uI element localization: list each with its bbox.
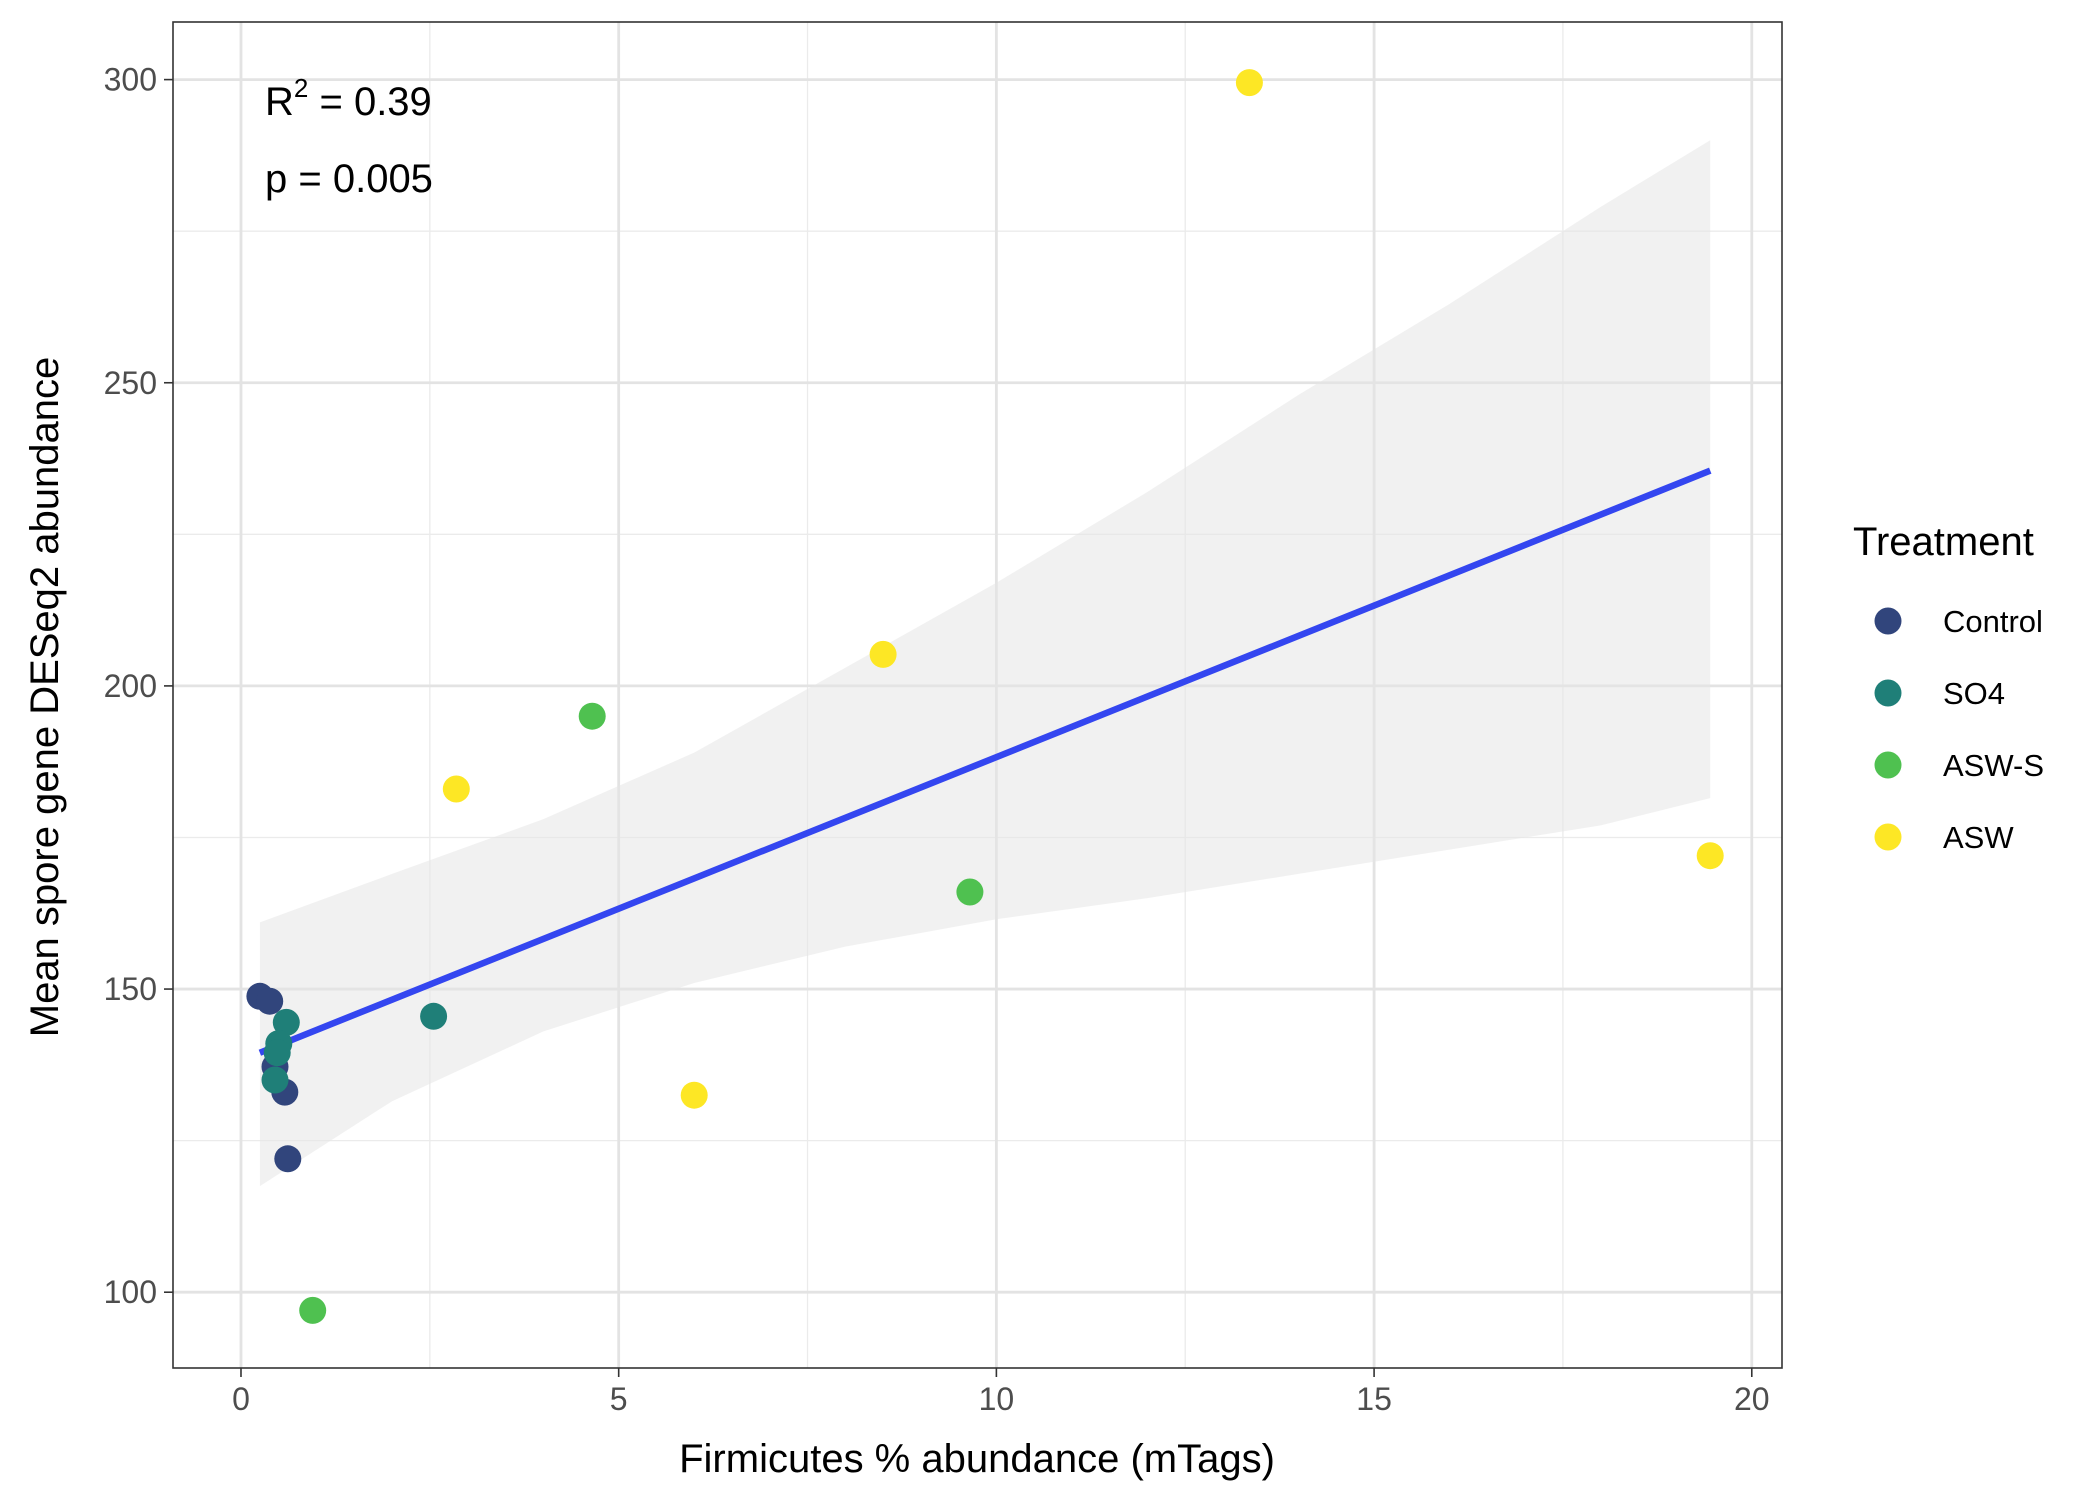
legend-label-so4: SO4 xyxy=(1943,676,2005,711)
panel-border xyxy=(172,21,1783,1369)
confidence-band xyxy=(259,140,1711,1187)
x-axis-title: Firmicutes % abundance (mTags) xyxy=(679,1437,1275,1481)
point-asw-s xyxy=(578,702,606,730)
point-control xyxy=(256,987,284,1015)
point-asw-s xyxy=(299,1296,327,1324)
fit-line-layer xyxy=(258,467,1712,1056)
point-so4 xyxy=(272,1008,300,1036)
y-tick-label: 250 xyxy=(104,365,157,401)
point-so4 xyxy=(420,1002,448,1030)
legend-key-asw xyxy=(1874,823,1902,851)
legend-label-control: Control xyxy=(1943,604,2043,639)
x-tick-label: 15 xyxy=(1356,1381,1392,1417)
legend-key-so4 xyxy=(1874,679,1902,707)
point-control xyxy=(274,1145,302,1173)
legend-label-asw-s: ASW-S xyxy=(1943,748,2044,783)
point-asw xyxy=(680,1081,708,1109)
y-axis-ticks: 100 150 200 250 300 xyxy=(104,62,173,1310)
point-asw xyxy=(1235,69,1263,97)
regression-line xyxy=(258,467,1712,1056)
x-tick-label: 20 xyxy=(1734,1381,1770,1417)
confidence-band-layer xyxy=(259,140,1711,1187)
x-axis-ticks: 0 5 10 15 20 xyxy=(232,1368,1770,1417)
point-so4 xyxy=(263,1039,291,1067)
legend: Treatment Control SO4 ASW-S ASW xyxy=(1853,520,2044,855)
y-axis-title: Mean spore gene DESeq2 abundance xyxy=(23,357,67,1038)
points-layer xyxy=(246,69,1724,1324)
y-tick-label: 100 xyxy=(104,1274,157,1310)
y-tick-label: 200 xyxy=(104,668,157,704)
point-asw xyxy=(1696,842,1724,870)
y-tick-label: 150 xyxy=(104,971,157,1007)
x-tick-label: 5 xyxy=(610,1381,628,1417)
point-asw xyxy=(869,640,897,668)
x-tick-label: 10 xyxy=(979,1381,1015,1417)
point-asw-s xyxy=(956,878,984,906)
legend-label-asw: ASW xyxy=(1943,820,2014,855)
point-so4 xyxy=(261,1066,289,1094)
legend-key-control xyxy=(1874,607,1902,635)
legend-title: Treatment xyxy=(1853,520,2034,564)
p-value-annotation: p = 0.005 xyxy=(265,157,433,201)
legend-key-asw-s xyxy=(1874,751,1902,779)
y-tick-label: 300 xyxy=(104,62,157,98)
legend-entries: Control SO4 ASW-S ASW xyxy=(1874,604,2044,855)
x-tick-label: 0 xyxy=(232,1381,250,1417)
point-asw xyxy=(442,775,470,803)
r-squared-annotation: R2 = 0.39 xyxy=(265,73,432,124)
